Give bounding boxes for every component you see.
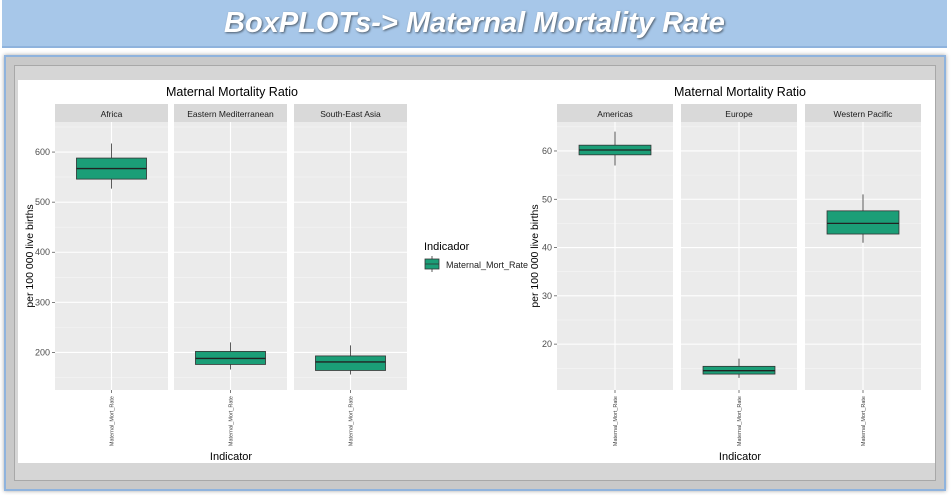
y-axis-label: per 100 000 live births xyxy=(24,204,36,307)
facet-label: South-East Asia xyxy=(320,109,381,119)
facet-strip xyxy=(557,104,673,122)
x-tick-label: Maternal_Mort_Rate xyxy=(861,396,867,446)
facet-label: Eastern Mediterranean xyxy=(187,109,274,119)
chart-title: Maternal Mortality Ratio xyxy=(166,85,298,99)
title-banner: BoxPLOTs-> Maternal Mortality Rate xyxy=(2,0,947,48)
facet-strip xyxy=(294,104,407,122)
facet-label: Europe xyxy=(725,109,753,119)
x-tick-label: Maternal_Mort_Rate xyxy=(613,396,619,446)
y-tick-label: 600 xyxy=(35,147,50,157)
x-axis-label: Indicator xyxy=(210,451,253,463)
chart-title: Maternal Mortality Ratio xyxy=(674,85,806,99)
y-tick-label: 400 xyxy=(35,247,50,257)
facet-label: Western Pacific xyxy=(834,109,894,119)
facet-strip xyxy=(681,104,797,122)
legend-title: Indicador xyxy=(424,241,470,253)
box-iqr xyxy=(315,355,386,371)
facet-americas: Americas Maternal_Mort_Rate xyxy=(557,104,673,446)
facet-strip xyxy=(805,104,921,122)
y-tick-label: 40 xyxy=(542,243,552,253)
banner-title: BoxPLOTs-> Maternal Mortality Rate xyxy=(224,7,725,39)
facet-europe: Europe Maternal_Mort_Rate xyxy=(681,104,797,446)
facet-strip xyxy=(55,104,168,122)
facet-label: Americas xyxy=(597,109,632,119)
x-tick-label: Maternal_Mort_Rate xyxy=(229,396,235,446)
y-tick-label: 60 xyxy=(542,146,552,156)
facet-label: Africa xyxy=(101,109,123,119)
x-axis-label: Indicator xyxy=(719,451,762,463)
y-tick-label: 500 xyxy=(35,197,50,207)
x-tick-label: Maternal_Mort_Rate xyxy=(110,396,116,446)
x-tick-label: Maternal_Mort_Rate xyxy=(349,396,355,446)
legend-item-label: Maternal_Mort_Rate xyxy=(446,260,528,270)
y-tick-label: 50 xyxy=(542,194,552,204)
y-axis-label: per 100 000 live births xyxy=(529,204,541,307)
y-tick-label: 30 xyxy=(542,291,552,301)
y-tick-label: 20 xyxy=(542,339,552,349)
box-iqr xyxy=(826,210,900,235)
facet-western-pacific: Western Pacific Maternal_Mort_Rate xyxy=(805,104,921,446)
chart-left: Maternal Mortality Ratio Africa Maternal_M… xyxy=(24,85,407,463)
facet-strip xyxy=(174,104,287,122)
y-tick-label: 200 xyxy=(35,347,50,357)
facet-africa: Africa Maternal_Mort_Rate xyxy=(55,104,168,446)
chart-right: Maternal Mortality Ratio Americas Maternal… xyxy=(529,85,921,463)
facet-eastern-mediterranean: Eastern Mediterranean Maternal_Mort_Rate xyxy=(174,104,287,446)
x-tick-label: Maternal_Mort_Rate xyxy=(737,396,743,446)
facet-south-east-asia: South-East Asia Maternal_Mort_Rate xyxy=(294,104,407,446)
legend: Indicador Maternal_Mort_Rate xyxy=(424,241,528,272)
y-tick-label: 300 xyxy=(35,297,50,307)
